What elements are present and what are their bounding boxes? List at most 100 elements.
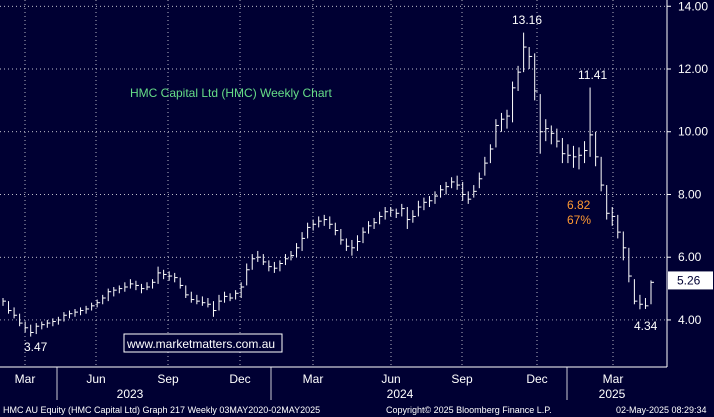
price-bar: [185, 285, 189, 298]
price-bar: [512, 81, 516, 123]
price-bar: [19, 313, 23, 327]
price-bar: [91, 302, 95, 311]
price-bar: [35, 323, 40, 335]
x-axis: Mar Jun Sep Dec Mar Jun Sep Dec Mar 2023 2024 2025: [0, 366, 667, 401]
price-bar: [395, 208, 400, 219]
price-bar: [107, 288, 112, 302]
y-axis: 4.00 6.00 8.00 10.00 12.00 14.00 5.26: [666, 0, 713, 367]
price-bar: [473, 185, 477, 198]
price-bar: [129, 279, 134, 289]
price-bar: [644, 297, 649, 309]
price-bar: [46, 319, 51, 328]
price-bar: [334, 222, 339, 236]
price-bar: [373, 218, 378, 229]
price-bar: [362, 227, 366, 244]
y-tick-label: 4.00: [678, 313, 702, 327]
price-bar: [368, 221, 372, 234]
price-bar: [462, 181, 466, 201]
price-bar: [68, 310, 73, 319]
price-bar: [456, 175, 461, 190]
x-tick-label: Mar: [603, 372, 624, 386]
price-bar: [589, 87, 594, 157]
annotation-secondary-high: 11.41: [578, 68, 607, 82]
price-bar: [428, 196, 433, 208]
price-bar: [595, 131, 599, 167]
price-bar: [196, 294, 200, 305]
price-bar: [74, 308, 78, 317]
watermark-text: www.marketmatters.com.au: [126, 337, 275, 351]
footer-right: 02-May-2025 08:29:34: [616, 405, 707, 415]
price-bar: [113, 287, 117, 297]
price-bar: [174, 272, 178, 283]
price-bar: [517, 65, 522, 91]
price-bar: [489, 144, 494, 164]
price-bar: [534, 53, 538, 101]
footer-center: Copyright© 2025 Bloomberg Finance L.P.: [386, 405, 552, 415]
price-bar: [406, 207, 411, 229]
y-tick-label: 8.00: [678, 187, 702, 201]
x-tick-label: Dec: [526, 372, 547, 386]
price-bar: [246, 263, 250, 286]
price-bar: [224, 291, 228, 303]
price-bar: [434, 191, 438, 204]
year-label: 2023: [117, 387, 144, 401]
price-bar: [440, 185, 444, 198]
price-bar: [356, 235, 361, 251]
price-bar: [384, 207, 389, 220]
price-bar: [578, 147, 582, 170]
price-bar: [345, 238, 350, 251]
price-bar: [628, 247, 632, 283]
y-tick-label: 12.00: [678, 62, 708, 76]
price-bar: [235, 290, 239, 300]
price-bar: [52, 318, 56, 327]
x-tick-label: Jun: [86, 372, 105, 386]
price-bar: [218, 294, 222, 311]
price-bar: [639, 294, 643, 310]
price-bar: [118, 285, 123, 294]
price-bars: [2, 32, 654, 337]
price-bar: [257, 250, 261, 262]
price-bar: [323, 214, 328, 226]
price-bar: [240, 282, 245, 298]
price-bar: [307, 222, 311, 239]
price-bar: [467, 191, 472, 204]
x-tick-label: Dec: [229, 372, 250, 386]
price-bar: [41, 321, 45, 330]
price-bar: [556, 128, 560, 148]
annotation-high: 13.16: [512, 13, 542, 27]
price-bar: [284, 254, 289, 266]
price-bar: [484, 156, 488, 176]
price-bar: [478, 172, 483, 189]
price-bar: [63, 312, 67, 322]
last-price-label: 5.26: [677, 273, 701, 287]
price-bar: [80, 307, 84, 316]
price-bar: [85, 305, 90, 314]
price-bar: [506, 109, 510, 129]
year-label: 2025: [599, 387, 626, 401]
y-tick-label: 6.00: [678, 250, 702, 264]
price-bar: [24, 321, 29, 333]
price-bar: [279, 260, 283, 272]
x-tick-label: Mar: [15, 372, 36, 386]
price-bar: [611, 207, 616, 226]
price-bar: [229, 293, 234, 302]
price-bar: [412, 210, 416, 223]
price-bar: [545, 119, 549, 142]
price-bar: [445, 181, 450, 195]
price-bar: [633, 279, 638, 305]
price-bar: [301, 232, 306, 251]
price-bar: [8, 301, 12, 314]
price-bar: [201, 296, 206, 306]
price-bar: [318, 216, 322, 228]
x-tick-label: Sep: [157, 372, 179, 386]
annotation-low-2023: 3.47: [24, 340, 48, 354]
chart-title: HMC Capital Ltd (HMC) Weekly Chart: [130, 86, 332, 100]
price-bar: [163, 269, 167, 280]
price-bar: [650, 280, 654, 305]
price-bar: [152, 279, 156, 289]
price-bar: [617, 214, 621, 239]
price-bar: [622, 231, 627, 261]
price-bar: [96, 299, 101, 308]
